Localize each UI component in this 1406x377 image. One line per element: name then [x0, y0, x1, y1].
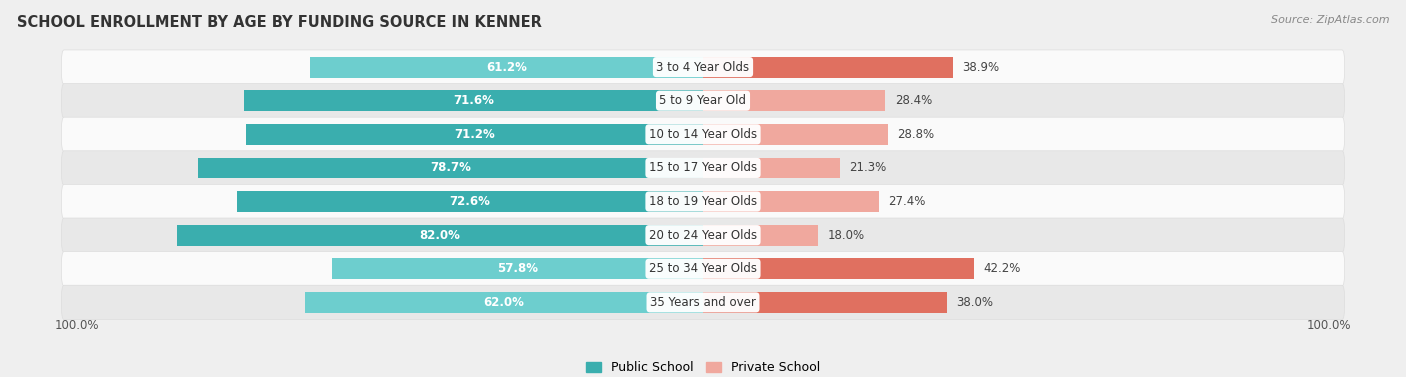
Bar: [703, 57, 953, 78]
Text: 10 to 14 Year Olds: 10 to 14 Year Olds: [650, 128, 756, 141]
Bar: [243, 90, 703, 111]
Text: 38.9%: 38.9%: [962, 61, 1000, 74]
Text: 18 to 19 Year Olds: 18 to 19 Year Olds: [650, 195, 756, 208]
Text: 28.4%: 28.4%: [894, 94, 932, 107]
FancyBboxPatch shape: [62, 151, 1344, 185]
Bar: [703, 258, 974, 279]
FancyBboxPatch shape: [62, 184, 1344, 219]
Bar: [703, 90, 886, 111]
Text: 20 to 24 Year Olds: 20 to 24 Year Olds: [650, 228, 756, 242]
Bar: [177, 225, 703, 245]
Text: 27.4%: 27.4%: [889, 195, 925, 208]
Text: 38.0%: 38.0%: [956, 296, 994, 309]
Text: 100.0%: 100.0%: [55, 319, 100, 332]
Bar: [703, 124, 887, 145]
Text: 18.0%: 18.0%: [828, 228, 865, 242]
Text: 42.2%: 42.2%: [983, 262, 1021, 275]
Text: 28.8%: 28.8%: [897, 128, 935, 141]
Text: 25 to 34 Year Olds: 25 to 34 Year Olds: [650, 262, 756, 275]
FancyBboxPatch shape: [62, 285, 1344, 320]
Bar: [311, 57, 703, 78]
Text: 71.2%: 71.2%: [454, 128, 495, 141]
Bar: [305, 292, 703, 313]
Text: SCHOOL ENROLLMENT BY AGE BY FUNDING SOURCE IN KENNER: SCHOOL ENROLLMENT BY AGE BY FUNDING SOUR…: [17, 15, 541, 30]
Text: 82.0%: 82.0%: [419, 228, 460, 242]
Text: 62.0%: 62.0%: [484, 296, 524, 309]
Text: Source: ZipAtlas.com: Source: ZipAtlas.com: [1271, 15, 1389, 25]
FancyBboxPatch shape: [62, 50, 1344, 84]
Text: 72.6%: 72.6%: [450, 195, 491, 208]
FancyBboxPatch shape: [62, 84, 1344, 118]
Text: 100.0%: 100.0%: [1306, 319, 1351, 332]
Text: 21.3%: 21.3%: [849, 161, 887, 175]
Bar: [332, 258, 703, 279]
Text: 35 Years and over: 35 Years and over: [650, 296, 756, 309]
FancyBboxPatch shape: [62, 117, 1344, 152]
Text: 71.6%: 71.6%: [453, 94, 494, 107]
Legend: Public School, Private School: Public School, Private School: [581, 356, 825, 377]
Text: 78.7%: 78.7%: [430, 161, 471, 175]
Bar: [703, 191, 879, 212]
Text: 5 to 9 Year Old: 5 to 9 Year Old: [659, 94, 747, 107]
Bar: [198, 158, 703, 178]
Text: 61.2%: 61.2%: [486, 61, 527, 74]
Text: 57.8%: 57.8%: [498, 262, 538, 275]
Text: 15 to 17 Year Olds: 15 to 17 Year Olds: [650, 161, 756, 175]
Bar: [246, 124, 703, 145]
Bar: [703, 225, 818, 245]
Text: 3 to 4 Year Olds: 3 to 4 Year Olds: [657, 61, 749, 74]
Bar: [703, 158, 839, 178]
FancyBboxPatch shape: [62, 218, 1344, 252]
FancyBboxPatch shape: [62, 251, 1344, 286]
Bar: [238, 191, 703, 212]
Bar: [703, 292, 946, 313]
